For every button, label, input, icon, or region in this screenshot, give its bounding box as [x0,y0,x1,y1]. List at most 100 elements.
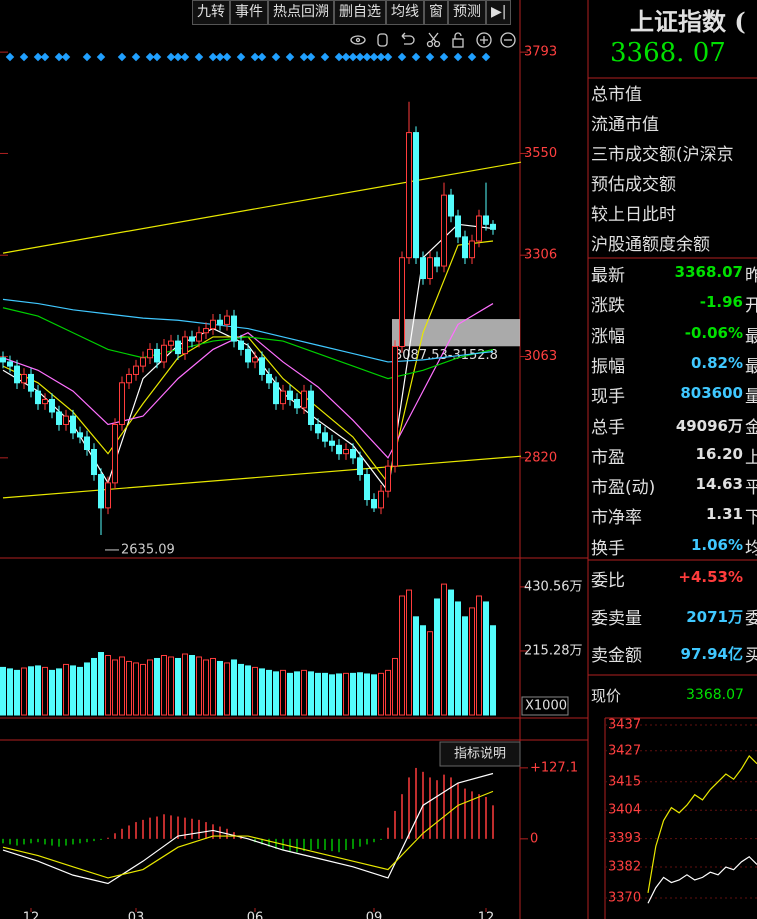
volume-bar [462,616,468,716]
field-label: 三市成交额(沪深京 [591,145,734,165]
quote-value: 97.94亿 [680,645,743,663]
ma-line [2,298,494,363]
quote-label: 市盈 [591,447,625,468]
trend-line [2,161,522,254]
candle-body [420,257,426,280]
volume-bar [280,669,286,716]
candle-body [56,411,62,425]
volume-bar [119,656,125,716]
y-tick-label: 3370 [608,891,641,906]
candle-body [385,465,391,492]
toolbar-button[interactable]: 删自选 [334,0,386,25]
event-marker [215,52,225,62]
volume-bar [140,663,146,716]
volume-bar [490,625,496,716]
quote-tail: 最 [745,326,757,347]
volume-bar [357,672,363,716]
quote-label: 换手 [591,538,625,559]
candle-body [147,348,153,359]
x-tick-label: 03 [128,911,145,919]
event-marker [152,52,162,62]
event-marker [453,52,463,62]
candle-body [378,490,384,509]
event-marker [250,52,260,62]
toolbar-button[interactable]: 预测 [448,0,486,25]
volume-bar [455,601,461,716]
candle-body [245,348,251,363]
toolbar-icon[interactable]: ▶| [486,0,512,25]
candle-body [63,415,69,425]
volume-bar [308,671,314,716]
candle-body [364,474,370,501]
tool-icons[interactable] [350,32,516,48]
quote-value: 3368.07 [674,263,743,281]
candle-body [0,357,6,363]
intraday-line [647,755,757,893]
volume-bar [399,595,405,716]
volume-bar [350,672,356,716]
candle-body [161,344,167,363]
event-marker [383,52,393,62]
toolbar-button[interactable]: 九转 [192,0,230,25]
event-marker [425,52,435,62]
candle-body [210,319,216,330]
quote-tail: 开 [745,296,757,317]
event-marker [285,52,295,62]
ma-line [2,303,494,459]
event-marker [96,52,106,62]
toolbar-button[interactable]: 热点回溯 [268,0,334,25]
volume-bar [329,674,335,716]
event-marker [40,52,50,62]
volume-bar [364,673,370,716]
candle-body [434,257,440,267]
toolbar-button[interactable]: 窗 [424,0,448,25]
toolbar-button[interactable]: 事件 [230,0,268,25]
volume-bar [483,601,489,716]
quote-tail: 昨 [745,266,757,286]
event-marker [362,52,372,62]
note-box [521,696,569,716]
indicator-button[interactable] [439,741,521,767]
volume-bar [315,672,321,716]
event-marker [355,52,365,62]
candle-body [259,357,265,375]
volume-bar [196,656,202,716]
volume-bar [245,665,251,716]
index-price: 3368. 07 [610,38,726,68]
event-marker [306,52,316,62]
x-tick-label: 06 [247,911,264,919]
volume-bar [238,663,244,716]
event-marker [257,52,267,62]
event-marker [117,52,127,62]
quote-value: 16.20 [695,444,743,463]
candle-body [231,315,237,342]
event-marker [19,52,29,62]
candle-body [413,132,419,259]
candle-body [287,390,293,400]
quote-tail: 下 [745,508,757,529]
volume-bar [427,631,433,716]
event-marker [334,52,344,62]
volume-bar [294,671,300,716]
y-tick-label: 3063 [524,349,557,364]
field-label: 较上日此时 [591,205,676,225]
y-tick-label: 3427 [608,743,641,758]
y-tick-label: 3415 [608,774,641,789]
quote-value: -0.06% [684,323,743,342]
volume-bar [378,672,384,716]
volume-bar [448,589,454,716]
candle-body [196,332,202,342]
volume-bar [63,663,69,716]
volume-bar [434,598,440,716]
candle-body [140,357,146,367]
candle-body [294,398,300,409]
quote-value: 49096万 [675,416,743,435]
candle-body [49,398,55,413]
volume-bar [42,666,48,716]
toolbar-button[interactable]: 均线 [386,0,424,25]
volume-bar [224,662,230,716]
volume-bar [266,669,272,716]
volume-bar [413,616,419,716]
quote-tail: 量 [745,387,757,408]
candle-body [84,436,90,451]
